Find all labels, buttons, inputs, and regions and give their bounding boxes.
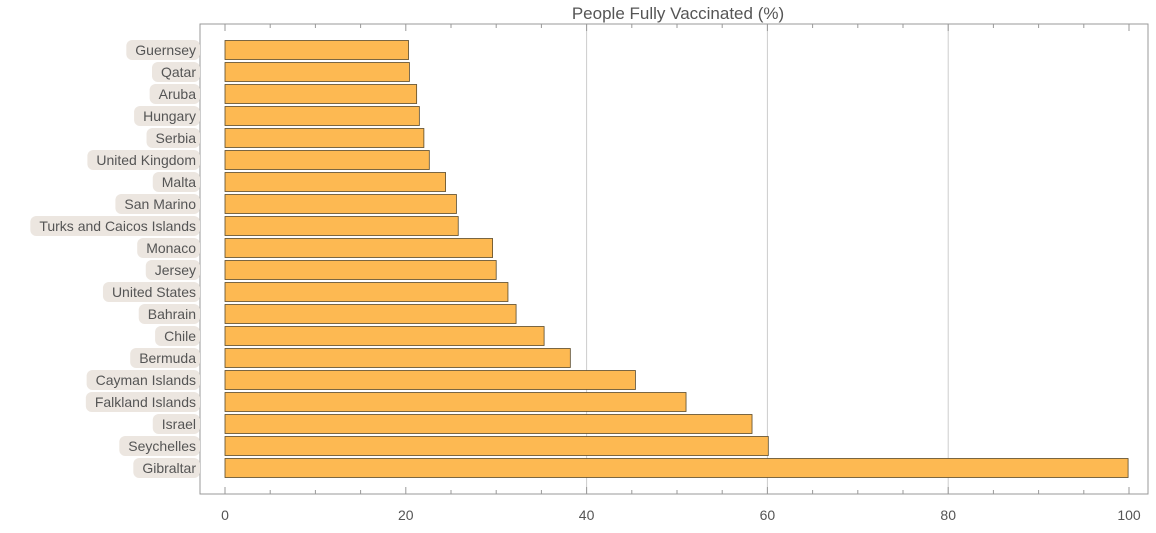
bar — [224, 40, 409, 60]
category-label: Bahrain — [148, 306, 196, 322]
category-label: Turks and Caicos Islands — [39, 218, 196, 234]
bar — [224, 172, 446, 192]
category-label: Serbia — [156, 130, 197, 146]
category-label-bg — [130, 348, 200, 368]
category-label: Qatar — [161, 64, 196, 80]
bar — [224, 216, 459, 236]
category-label: Gibraltar — [142, 460, 196, 476]
category-label-bg — [155, 326, 200, 346]
bar — [224, 370, 636, 390]
bar — [224, 282, 509, 302]
bar — [224, 238, 493, 258]
x-tick-label: 60 — [760, 507, 776, 523]
bar — [224, 62, 410, 82]
category-label: Monaco — [146, 240, 196, 256]
bar — [224, 326, 545, 346]
category-label-bg — [115, 194, 200, 214]
bar — [224, 348, 571, 368]
category-label: Jersey — [155, 262, 196, 278]
category-label-bg — [87, 150, 200, 170]
category-label-bg — [119, 436, 200, 456]
x-axis: 0 20 40 60 80 100 — [221, 24, 1141, 523]
bar — [224, 106, 420, 126]
bar — [224, 304, 517, 324]
bar — [224, 194, 457, 214]
category-label: United Kingdom — [96, 152, 196, 168]
category-label: Cayman Islands — [96, 372, 196, 388]
bar — [224, 436, 769, 456]
category-label-bg — [151, 62, 200, 82]
x-tick-label: 0 — [221, 507, 229, 523]
category-label: Malta — [162, 174, 196, 190]
category-label: Aruba — [159, 86, 197, 102]
bars-layer — [224, 40, 1129, 478]
bar — [224, 150, 430, 170]
bar — [224, 392, 687, 412]
category-label-bg — [102, 282, 200, 302]
category-labels: Guernsey Qatar Aruba Hungary Serbia United Ki… — [30, 40, 200, 478]
plot-frame — [199, 23, 1149, 495]
category-label-bg — [145, 260, 200, 280]
category-label: United States — [112, 284, 196, 300]
category-label: San Marino — [124, 196, 196, 212]
category-label-bg — [152, 414, 200, 434]
x-tick-label: 20 — [398, 507, 414, 523]
category-label-bg — [134, 106, 200, 126]
category-label-bg — [126, 40, 200, 60]
category-label: Bermuda — [139, 350, 196, 366]
category-label: Guernsey — [135, 42, 196, 58]
bar — [224, 414, 753, 434]
category-label-bg — [137, 238, 200, 258]
category-label: Falkland Islands — [95, 394, 196, 410]
bar — [224, 458, 1129, 478]
bar — [224, 260, 497, 280]
category-label-bg — [138, 304, 200, 324]
category-label-bg — [133, 458, 200, 478]
category-label-bg — [152, 172, 200, 192]
category-label-bg — [85, 392, 200, 412]
bar — [224, 128, 425, 148]
category-label-bg — [149, 84, 200, 104]
x-tick-label: 80 — [940, 507, 956, 523]
category-label-bg — [86, 370, 200, 390]
category-label: Israel — [162, 416, 196, 432]
category-label: Seychelles — [128, 438, 196, 454]
x-tick-label: 100 — [1117, 507, 1141, 523]
category-label: Hungary — [143, 108, 196, 124]
chart-title: People Fully Vaccinated (%) — [572, 4, 784, 23]
x-tick-label: 40 — [579, 507, 595, 523]
category-label-bg — [146, 128, 200, 148]
category-label: Chile — [164, 328, 196, 344]
bar — [224, 84, 418, 104]
category-label-bg — [30, 216, 200, 236]
